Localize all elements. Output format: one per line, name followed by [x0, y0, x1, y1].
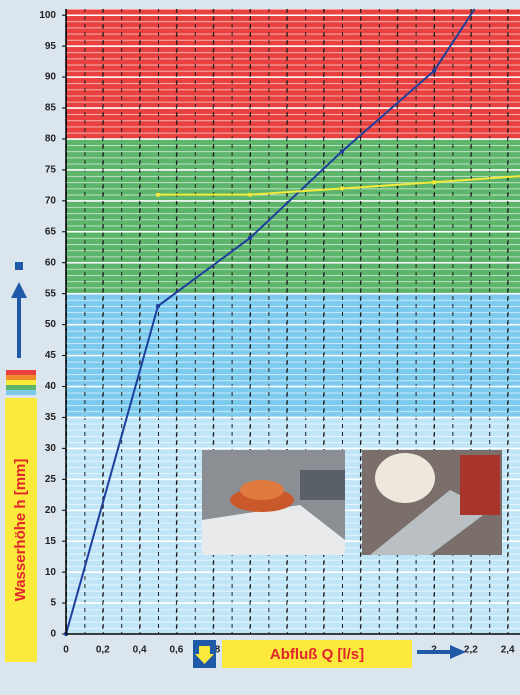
y-tick-label: 90: [45, 72, 57, 83]
point: [247, 235, 253, 241]
x-tick-label: 0,4: [133, 645, 147, 656]
y-tick-label: 40: [45, 381, 57, 392]
point: [155, 192, 161, 197]
y-tick-label: 75: [45, 165, 57, 176]
y-axis-label: Wasserhöhe h [mm]: [12, 459, 29, 602]
label-box: [222, 640, 412, 668]
y-tick-label: 100: [39, 10, 56, 21]
x-tick-label: 0: [63, 645, 69, 656]
y-tick-label: 0: [50, 629, 56, 640]
right-arrow: [417, 645, 466, 659]
y-tick-label: 70: [45, 195, 57, 206]
x-tick-label: 0,2: [96, 645, 110, 656]
y-tick-label: 65: [45, 226, 57, 237]
y-tick-label: 20: [45, 505, 57, 516]
x-tick-label: 0,6: [169, 645, 183, 656]
y-tick-label: 60: [45, 257, 57, 268]
point: [431, 68, 437, 74]
x-axis-label: Abfluß Q [l/s]: [270, 646, 364, 663]
y-tick-label: 10: [45, 567, 57, 578]
point: [339, 186, 345, 191]
x-tick-label: 2,2: [464, 645, 478, 656]
label-box: [5, 398, 37, 662]
y-tick-label: 80: [45, 134, 57, 145]
y-tick-label: 35: [45, 412, 57, 423]
y-tick-label: 25: [45, 474, 57, 485]
y-tick-label: 50: [45, 319, 57, 330]
y-tick-label: 45: [45, 350, 57, 361]
y-tick-label: 5: [50, 598, 56, 609]
point: [339, 149, 345, 154]
series-line: [65, 8, 476, 635]
photo: [202, 450, 345, 555]
up-arrow: [11, 262, 27, 358]
point: [247, 192, 253, 197]
color-key: [6, 370, 36, 395]
down-arrow: [195, 646, 214, 664]
y-tick-label: 15: [45, 536, 57, 547]
y-tick-label: 30: [45, 443, 57, 454]
y-tick-label: 55: [45, 288, 57, 299]
y-tick-label: 95: [45, 41, 57, 52]
point: [155, 303, 161, 309]
photo: [362, 450, 502, 555]
point: [431, 180, 437, 185]
x-tick-label: 2,4: [501, 645, 515, 656]
y-tick-label: 85: [45, 103, 57, 114]
